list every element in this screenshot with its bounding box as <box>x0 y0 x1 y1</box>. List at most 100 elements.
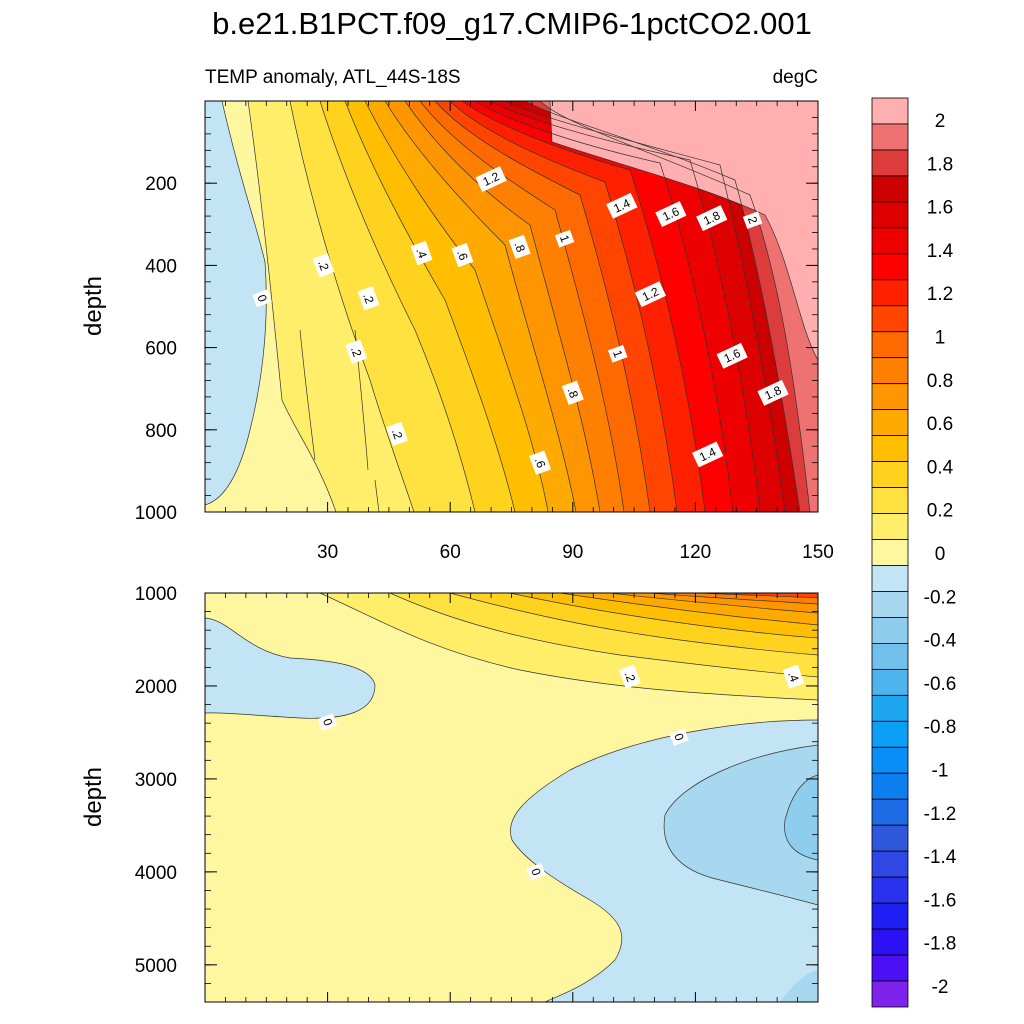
contour-label: .2 <box>357 286 380 311</box>
colorbar-box <box>871 746 909 774</box>
upper-contour-fill <box>205 101 818 512</box>
colorbar-labels: 2 1.8 1.6 1.4 1.2 1 0.8 0.6 0.4 0.2 0 -0.2 -0.4 -0.6 -… <box>924 111 957 998</box>
contour-label-bg <box>608 344 628 363</box>
contour-label-bg <box>529 450 552 475</box>
colorbar-box <box>871 902 909 930</box>
contour-label-bg <box>526 863 546 881</box>
colorbar-tick-label: 1.6 <box>927 198 953 219</box>
contour-label: .4 <box>410 240 433 266</box>
fill-band-shallow-negative <box>205 618 375 719</box>
colorbar-box <box>871 279 909 307</box>
contour-label-text: 1.2 <box>640 284 661 304</box>
colorbar: 2 1.8 1.6 1.4 1.2 1 0.8 0.6 0.4 0.2 0 -0.2 -0.4 -0.6 -… <box>871 97 957 1008</box>
contour-label-text: .2 <box>622 670 639 684</box>
colorbar-tick-label: -2 <box>932 977 949 998</box>
colorbar-box <box>871 928 909 956</box>
upper-x-ticks: 30 60 90 120 150 <box>225 101 834 563</box>
lower-contour-labels: 0 .2 .4 0 0 <box>317 664 805 881</box>
contour-label: 1.4 <box>606 192 638 219</box>
colorbar-box <box>871 227 909 255</box>
contour-label-bg <box>606 192 638 219</box>
contour-label: 0 <box>252 289 272 308</box>
contour-label-text: 2 <box>745 215 761 226</box>
contour-label: .8 <box>561 380 584 405</box>
lower-contour-lines <box>205 593 818 1002</box>
contour-label-text: .4 <box>413 246 430 260</box>
colorbar-box <box>871 461 909 488</box>
colorbar-box <box>871 591 909 618</box>
colorbar-box <box>871 954 909 982</box>
contour-label: 0 <box>317 713 338 732</box>
colorbar-tick-label: 0.8 <box>927 371 953 392</box>
contour-label: 1.2 <box>475 166 507 193</box>
contour-label-bg <box>561 380 584 405</box>
lower-y-ticks: 1000 2000 3000 4000 5000 <box>135 584 818 1003</box>
fill-band-deep-core <box>664 745 818 905</box>
contour-label-bg <box>554 229 575 248</box>
colorbar-tick-label: 1.8 <box>927 154 953 175</box>
contour-label-text: 0 <box>320 717 336 728</box>
contour-label-bg <box>692 441 724 468</box>
contour-label: 1 <box>608 344 628 363</box>
colorbar-tick-label: -1 <box>932 761 949 782</box>
contour-label-text: .2 <box>348 345 365 359</box>
colorbar-tick-label: -0.2 <box>924 587 957 608</box>
contour-label-text: 1.8 <box>763 383 784 403</box>
contour-label-bg <box>451 242 474 268</box>
y-tick-label: 600 <box>145 339 177 360</box>
upper-ylabel: depth <box>80 276 107 336</box>
colorbar-tick-label: 1.4 <box>927 241 954 262</box>
upper-y-ticks: 200 400 600 800 1000 <box>135 100 818 524</box>
y-tick-label: 5000 <box>135 956 177 977</box>
colorbar-tick-label: -0.4 <box>924 631 957 652</box>
colorbar-box <box>871 383 909 411</box>
colorbar-box <box>871 617 909 644</box>
contour-label-bg <box>757 379 789 406</box>
contour-label-text: 1.8 <box>701 208 722 228</box>
colorbar-box <box>871 850 909 878</box>
colorbar-box <box>871 643 909 670</box>
subtitle-left: TEMP anomaly, ATL_44S-18S <box>205 67 461 88</box>
chart-title: b.e21.B1PCT.f09_g17.CMIP6-1pctCO2.001 <box>212 6 812 41</box>
colorbar-tick-label: -1.6 <box>924 890 957 911</box>
colorbar-box <box>871 565 909 592</box>
contour-label: .6 <box>451 242 474 268</box>
colorbar-box <box>871 668 909 696</box>
colorbar-box <box>871 97 909 125</box>
contour-label: .4 <box>782 664 805 689</box>
colorbar-box <box>871 980 909 1008</box>
contour-label-text: 1 <box>557 233 573 244</box>
colorbar-box <box>871 357 909 385</box>
contour-label: 1 <box>554 229 575 248</box>
contour-label-bg <box>669 728 689 746</box>
y-tick-label: 400 <box>145 256 177 277</box>
colorbar-tick-label: -1.4 <box>924 847 957 868</box>
contour-label-text: .2 <box>360 291 377 305</box>
contour-label-text: 0 <box>671 732 687 743</box>
y-tick-label: 200 <box>145 174 177 195</box>
colorbar-box <box>871 772 909 800</box>
fill-band-deep-inner <box>784 775 818 860</box>
colorbar-tick-label: -1.2 <box>924 804 957 825</box>
contour-label-bg <box>782 664 805 689</box>
colorbar-tick-label: 0.2 <box>927 501 953 522</box>
contour-label: 1.6 <box>716 342 748 369</box>
contour-label-bg <box>619 664 641 689</box>
contour-label: .2 <box>386 421 409 447</box>
contour-label-text: 0 <box>254 293 270 304</box>
contour-label-text: 0 <box>528 866 544 877</box>
x-tick-label: 120 <box>680 542 712 563</box>
contour-label-text: 1.2 <box>481 169 502 189</box>
y-tick-label: 2000 <box>135 677 177 698</box>
upper-panel: 0.2.2.2.2.4.6.811.21.4 1.6 1.8 21.21.81.61.… <box>80 100 834 563</box>
contour-label-bg <box>345 339 368 364</box>
colorbar-box <box>871 305 909 333</box>
contour-label: 2 <box>742 211 763 230</box>
colorbar-box <box>871 253 909 281</box>
contour-label-bg <box>696 205 728 232</box>
colorbar-tick-label: -0.8 <box>924 717 957 738</box>
fill-band-above-3.4 <box>550 101 818 360</box>
colorbar-tick-label: 1 <box>935 328 946 349</box>
contour-label: 1.8 <box>757 379 789 406</box>
